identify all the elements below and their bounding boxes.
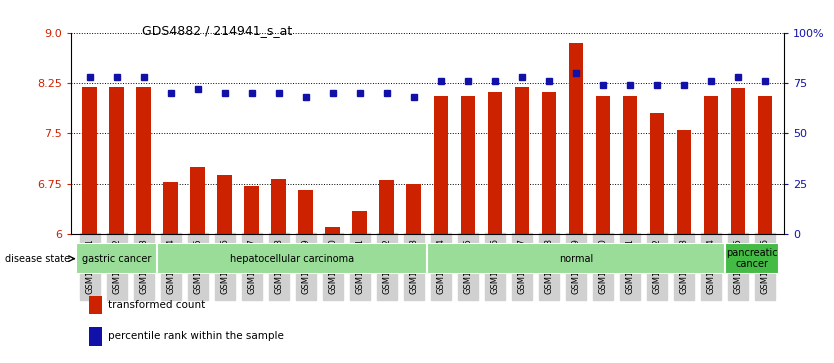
Bar	[83, 87, 98, 234]
Bar	[137, 87, 151, 234]
Bar	[731, 88, 746, 234]
Bar	[163, 182, 178, 234]
Bar	[541, 92, 556, 234]
Bar	[650, 113, 665, 234]
Bar	[595, 97, 610, 234]
Bar	[325, 228, 340, 234]
Bar	[88, 327, 102, 346]
Bar	[757, 97, 772, 234]
FancyBboxPatch shape	[427, 243, 725, 274]
Bar	[515, 87, 530, 234]
Bar	[704, 97, 718, 234]
Bar	[569, 43, 584, 234]
Bar	[88, 296, 102, 314]
Bar	[244, 186, 259, 234]
Bar	[434, 97, 449, 234]
Bar	[460, 97, 475, 234]
Text: hepatocellular carcinoma: hepatocellular carcinoma	[230, 254, 354, 264]
Bar	[271, 179, 286, 234]
Bar	[109, 87, 124, 234]
Bar	[379, 180, 394, 234]
Bar	[353, 211, 367, 234]
Text: gastric cancer: gastric cancer	[82, 254, 152, 264]
Bar	[488, 92, 502, 234]
Bar	[190, 167, 205, 234]
Bar	[676, 130, 691, 234]
Text: pancreatic
cancer: pancreatic cancer	[726, 248, 777, 269]
Text: transformed count: transformed count	[108, 300, 205, 310]
Text: percentile rank within the sample: percentile rank within the sample	[108, 331, 284, 342]
Text: disease state: disease state	[5, 254, 70, 264]
Text: normal: normal	[559, 254, 593, 264]
Bar	[406, 184, 421, 234]
FancyBboxPatch shape	[76, 243, 158, 274]
FancyBboxPatch shape	[725, 243, 779, 274]
Bar	[622, 97, 637, 234]
Bar	[299, 191, 314, 234]
Text: GDS4882 / 214941_s_at: GDS4882 / 214941_s_at	[142, 24, 292, 37]
FancyBboxPatch shape	[158, 243, 427, 274]
Bar	[218, 175, 233, 234]
